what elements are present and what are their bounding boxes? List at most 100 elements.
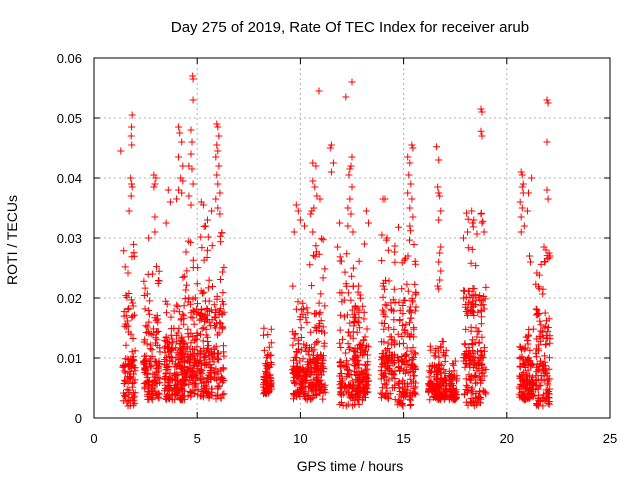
data-point — [266, 387, 274, 395]
data-point — [348, 306, 356, 314]
data-point — [260, 324, 268, 332]
data-point — [163, 300, 171, 308]
data-point — [470, 216, 478, 224]
data-point — [408, 294, 416, 302]
data-point — [452, 394, 460, 402]
data-point — [343, 387, 351, 395]
data-point — [445, 367, 453, 375]
data-point — [520, 360, 527, 368]
data-point — [400, 339, 407, 347]
data-point — [541, 395, 549, 403]
data-point — [542, 331, 550, 339]
data-point — [141, 364, 149, 372]
data-point — [210, 358, 218, 366]
data-point — [267, 339, 275, 347]
data-point — [350, 322, 358, 330]
data-point — [317, 352, 325, 359]
data-point — [361, 373, 369, 381]
y-tick-label: 0.02 — [57, 291, 82, 306]
data-point — [430, 352, 438, 360]
data-point — [409, 298, 417, 306]
data-point — [472, 371, 479, 379]
data-point — [464, 387, 472, 394]
data-point — [437, 207, 445, 215]
data-point — [341, 362, 349, 370]
y-tick-label: 0.03 — [57, 231, 82, 246]
data-point — [293, 348, 300, 355]
chart-title: Day 275 of 2019, Rate Of TEC Index for r… — [171, 19, 529, 36]
data-point — [292, 305, 300, 313]
data-point — [478, 108, 486, 116]
data-point — [204, 216, 211, 224]
data-point — [292, 388, 300, 396]
data-point — [145, 234, 153, 242]
data-point — [303, 318, 311, 326]
data-point — [543, 317, 550, 325]
data-point — [172, 381, 179, 389]
data-point — [169, 339, 177, 347]
data-point — [362, 207, 370, 215]
data-point — [469, 336, 477, 344]
data-point — [319, 368, 327, 376]
data-point — [265, 363, 273, 371]
data-point — [213, 292, 221, 300]
data-point — [215, 162, 223, 170]
data-point — [128, 141, 136, 149]
x-tick-label: 20 — [500, 431, 514, 446]
data-point — [464, 287, 472, 295]
data-point — [465, 344, 473, 352]
data-point — [467, 357, 475, 364]
data-point — [319, 274, 327, 282]
data-point — [390, 325, 398, 333]
data-point — [310, 387, 318, 395]
data-point — [261, 379, 269, 386]
data-point — [435, 156, 443, 164]
data-point — [472, 390, 480, 398]
data-point — [383, 234, 391, 242]
data-point — [165, 352, 173, 360]
data-point — [168, 335, 176, 343]
data-point — [435, 389, 443, 397]
data-point — [124, 269, 132, 277]
data-point — [468, 207, 476, 215]
data-point — [216, 189, 224, 197]
data-point — [178, 385, 186, 393]
data-point — [464, 352, 472, 360]
data-point — [197, 233, 205, 241]
data-point — [128, 383, 136, 391]
data-point — [542, 322, 550, 330]
data-point — [352, 352, 360, 360]
data-point — [468, 386, 475, 394]
data-point — [215, 355, 222, 363]
data-point — [215, 132, 223, 140]
data-point — [156, 379, 164, 387]
data-point — [154, 364, 162, 372]
data-point — [262, 369, 270, 377]
data-point — [168, 358, 176, 366]
data-point — [127, 192, 135, 200]
data-point — [306, 344, 313, 352]
data-point — [343, 250, 351, 258]
data-point — [196, 359, 204, 367]
data-point — [260, 373, 268, 381]
data-point — [353, 353, 361, 361]
data-point — [406, 204, 414, 212]
data-point — [339, 377, 346, 385]
data-point — [184, 237, 192, 245]
data-point — [469, 219, 477, 227]
data-point — [154, 277, 162, 284]
data-point — [357, 340, 365, 348]
data-point — [437, 267, 445, 275]
data-point — [476, 355, 484, 363]
data-point — [344, 400, 352, 408]
data-point — [192, 335, 200, 343]
data-point — [380, 279, 388, 287]
data-point — [348, 153, 356, 161]
data-point — [307, 210, 315, 218]
data-point — [197, 330, 204, 338]
data-point — [129, 335, 137, 342]
data-point — [477, 127, 485, 135]
data-point — [216, 319, 224, 327]
data-point — [431, 385, 439, 393]
data-point — [478, 219, 486, 227]
